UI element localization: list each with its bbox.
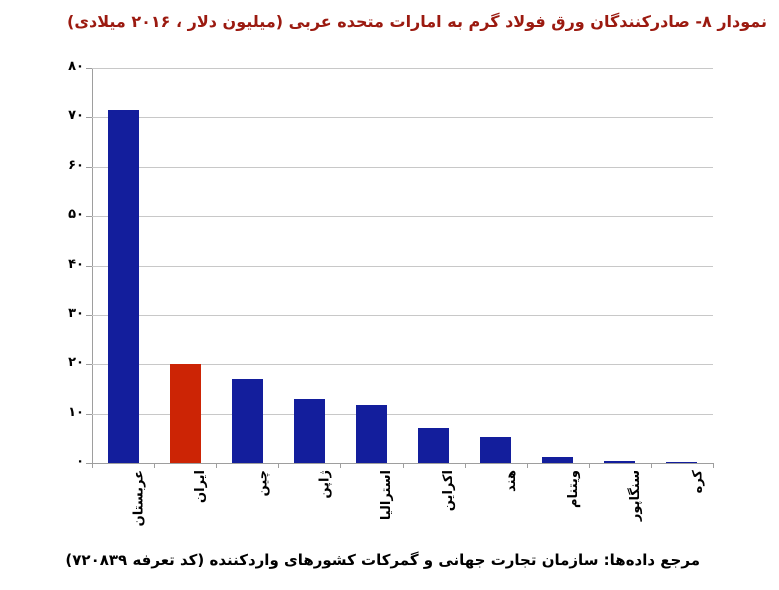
gridline-20	[92, 364, 713, 365]
x-axis-label-vietnam: ویتنام	[565, 470, 581, 508]
bar-vietnam	[542, 457, 573, 463]
y-axis-label: ۱۰	[68, 405, 84, 420]
y-axis-label: ۶۰	[68, 158, 84, 173]
x-axis-tick	[713, 464, 714, 468]
y-axis-label: ۰	[76, 454, 84, 469]
y-axis-tick	[86, 414, 92, 415]
y-axis-label: ۴۰	[68, 257, 84, 272]
x-axis-tick	[340, 464, 341, 468]
x-axis-tick	[527, 464, 528, 468]
x-axis-tick	[92, 464, 93, 468]
y-axis-tick	[86, 167, 92, 168]
y-axis-label: ۳۰	[68, 306, 84, 321]
x-axis-tick	[278, 464, 279, 468]
y-axis-tick	[86, 68, 92, 69]
y-axis-tick	[86, 117, 92, 118]
bar-ukraine	[418, 428, 449, 463]
y-axis-tick	[86, 364, 92, 365]
x-axis-tick	[651, 464, 652, 468]
y-axis-tick	[86, 463, 92, 464]
gridline-50	[92, 216, 713, 217]
chart-title: نمودار ۸- صادرکنندگان ورق فولاد گرم به ا…	[67, 12, 767, 31]
x-axis-tick	[465, 464, 466, 468]
x-axis-label-india: هند	[503, 470, 519, 492]
x-axis-label-korea: کره	[689, 470, 705, 494]
y-axis-label: ۷۰	[68, 108, 84, 123]
y-axis-tick	[86, 266, 92, 267]
y-axis-tick	[86, 216, 92, 217]
bar-australia	[356, 405, 387, 463]
bar-india	[480, 437, 511, 463]
bar-korea	[666, 462, 697, 463]
bar-iran	[170, 364, 201, 463]
x-axis-tick	[216, 464, 217, 468]
y-axis-label: ۵۰	[68, 207, 84, 222]
x-axis-tick	[589, 464, 590, 468]
source-footer: مرجع داده‌ها: سازمان تجارت جهانی و گمرکا…	[65, 551, 700, 569]
x-axis-label-iran: ایران	[193, 470, 209, 503]
y-axis-label: ۸۰	[68, 59, 84, 74]
bar-saudi-arabia	[108, 110, 139, 463]
x-axis-tick	[403, 464, 404, 468]
gridline-70	[92, 117, 713, 118]
gridline-40	[92, 266, 713, 267]
x-axis-label-singapore: سنگاپور	[627, 470, 643, 522]
bar-china	[232, 379, 263, 463]
x-axis-label-ukraine: اکراین	[441, 470, 457, 512]
gridline-60	[92, 167, 713, 168]
x-axis-tick	[154, 464, 155, 468]
x-axis-label-japan: ژاپن	[317, 470, 333, 499]
gridline-10	[92, 414, 713, 415]
gridline-80	[92, 68, 713, 69]
gridline-30	[92, 315, 713, 316]
bar-japan	[294, 399, 325, 463]
y-axis-tick	[86, 315, 92, 316]
x-axis-label-china: چین	[255, 470, 271, 497]
x-axis-label-australia: استرالیا	[379, 470, 395, 521]
x-axis-label-saudi-arabia: عربستان	[131, 470, 147, 527]
y-axis-label: ۲۰	[68, 355, 84, 370]
bar-singapore	[604, 461, 635, 463]
